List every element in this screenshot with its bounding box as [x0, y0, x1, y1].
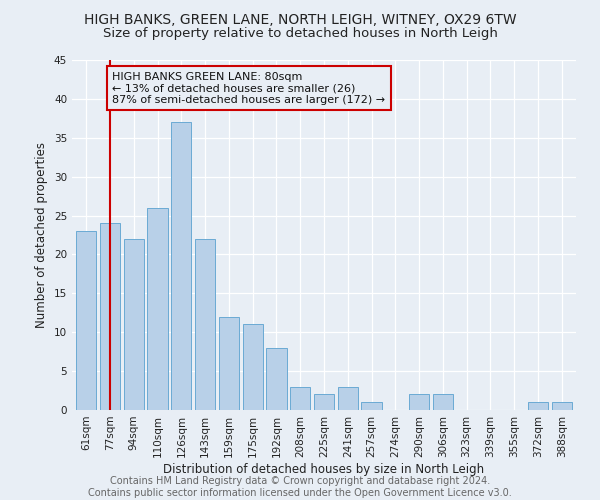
Bar: [242, 324, 263, 410]
Bar: [266, 348, 287, 410]
Bar: [528, 402, 548, 410]
Text: Contains HM Land Registry data © Crown copyright and database right 2024.
Contai: Contains HM Land Registry data © Crown c…: [88, 476, 512, 498]
Y-axis label: Number of detached properties: Number of detached properties: [35, 142, 49, 328]
Bar: [76, 231, 97, 410]
Text: Size of property relative to detached houses in North Leigh: Size of property relative to detached ho…: [103, 28, 497, 40]
Bar: [551, 402, 572, 410]
Bar: [219, 316, 239, 410]
Bar: [124, 239, 144, 410]
X-axis label: Distribution of detached houses by size in North Leigh: Distribution of detached houses by size …: [163, 462, 485, 475]
Bar: [433, 394, 453, 410]
Text: HIGH BANKS, GREEN LANE, NORTH LEIGH, WITNEY, OX29 6TW: HIGH BANKS, GREEN LANE, NORTH LEIGH, WIT…: [83, 12, 517, 26]
Bar: [290, 386, 310, 410]
Bar: [195, 239, 215, 410]
Text: HIGH BANKS GREEN LANE: 80sqm
← 13% of detached houses are smaller (26)
87% of se: HIGH BANKS GREEN LANE: 80sqm ← 13% of de…: [112, 72, 386, 105]
Bar: [361, 402, 382, 410]
Bar: [314, 394, 334, 410]
Bar: [171, 122, 191, 410]
Bar: [148, 208, 167, 410]
Bar: [100, 224, 120, 410]
Bar: [338, 386, 358, 410]
Bar: [409, 394, 429, 410]
